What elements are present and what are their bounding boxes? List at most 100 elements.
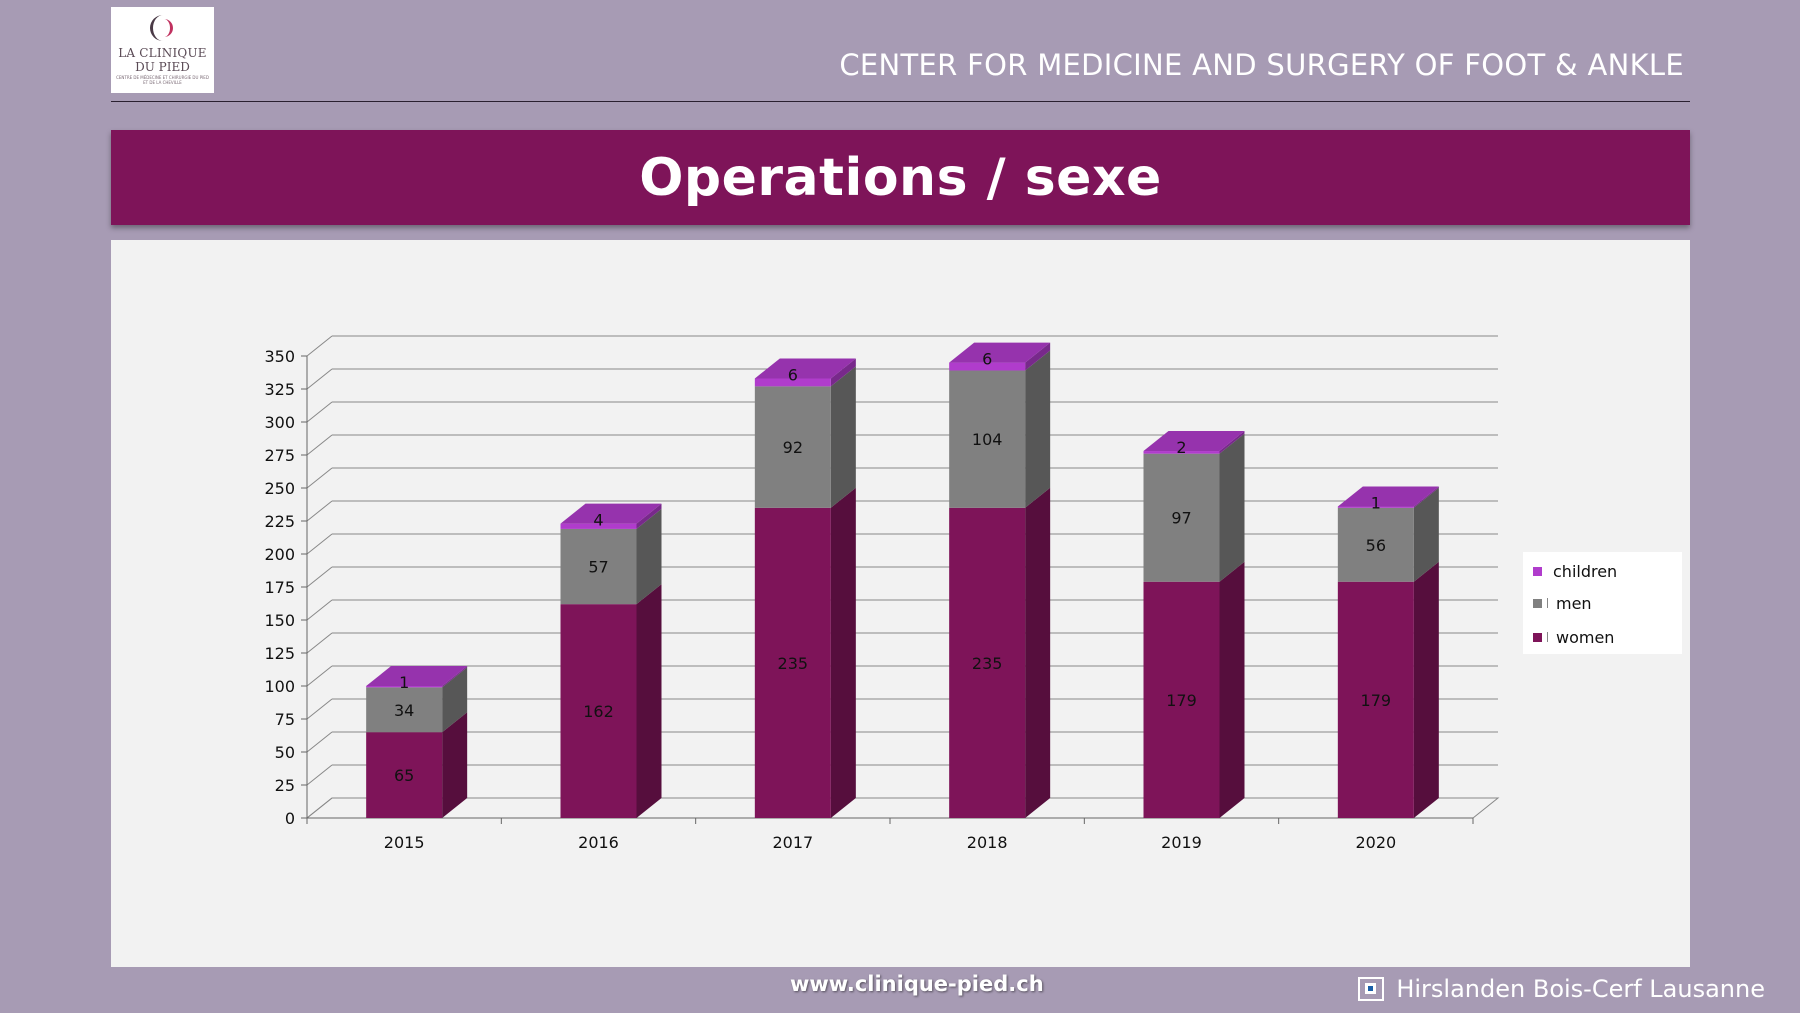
bar-side-women	[636, 584, 662, 818]
bar-top-face	[1337, 486, 1439, 507]
legend-item-men: men	[1533, 592, 1592, 614]
bar-segment-children	[754, 378, 831, 387]
x-tick-label: 2019	[1161, 833, 1202, 852]
legend-swatch-men	[1533, 598, 1542, 608]
logo-text-line1: LA CLINIQUE	[118, 46, 207, 60]
bar-segment-men	[949, 370, 1026, 508]
bar-segment-children	[366, 686, 443, 688]
data-label-women: 235	[778, 654, 809, 673]
bar-side-children	[1413, 486, 1439, 508]
gridline-depth	[306, 599, 333, 621]
bar-top-face	[560, 503, 662, 524]
bar-segment-women	[560, 604, 637, 818]
y-tick-label: 325	[264, 380, 295, 399]
y-tick-label: 250	[264, 479, 295, 498]
bar-side-women	[1219, 561, 1245, 818]
bar-segment-women	[366, 732, 443, 818]
y-tick-label: 75	[275, 710, 295, 729]
data-label-men: 92	[783, 438, 803, 457]
gridline-depth	[306, 566, 333, 588]
y-tick-label: 100	[264, 677, 295, 696]
bar-segment-women	[1143, 581, 1220, 818]
data-label-women: 162	[583, 702, 614, 721]
y-tick-label: 175	[264, 578, 295, 597]
data-label-women: 235	[972, 654, 1003, 673]
gridline-depth	[306, 533, 333, 555]
y-tick-label: 200	[264, 545, 295, 564]
y-tick-label: 225	[264, 512, 295, 531]
data-label-men: 56	[1366, 536, 1386, 555]
gridline-depth	[306, 335, 333, 357]
gridline-depth	[306, 632, 333, 654]
data-label-women: 179	[1361, 691, 1392, 710]
bar-side-men	[1219, 433, 1245, 582]
y-tick-label: 300	[264, 413, 295, 432]
data-label-children: 1	[1371, 493, 1381, 512]
bar-side-children	[636, 503, 662, 529]
bar-segment-women	[1337, 581, 1414, 818]
bar-side-men	[442, 667, 468, 733]
legend-tick	[1547, 632, 1548, 642]
x-tick-label: 2020	[1355, 833, 1396, 852]
bar-segment-women	[949, 507, 1026, 818]
bar-side-women	[1413, 561, 1439, 818]
bar-segment-children	[1143, 451, 1220, 454]
gridline-depth	[306, 731, 333, 753]
bar-top-face	[366, 666, 468, 686]
header-divider	[111, 101, 1690, 102]
logo-text-line2: DU PIED	[135, 60, 190, 74]
y-tick-label: 275	[264, 446, 295, 465]
bar-top-face	[1143, 431, 1245, 452]
y-tick-label: 0	[285, 809, 295, 828]
data-label-men: 57	[588, 558, 608, 577]
bar-side-children	[830, 358, 856, 387]
header-title: CENTER FOR MEDICINE AND SURGERY OF FOOT …	[839, 48, 1684, 82]
bar-segment-children	[560, 523, 637, 529]
clinic-logo: LA CLINIQUE DU PIED CENTRE DE MÉDECINE E…	[111, 7, 214, 93]
legend-label-children: children	[1553, 561, 1618, 581]
bar-segment-men	[754, 386, 831, 508]
gridline-depth	[306, 698, 333, 720]
gridline-depth	[306, 467, 333, 489]
y-tick-label: 150	[264, 611, 295, 630]
bar-side-children	[1025, 342, 1051, 371]
bar-side-women	[1025, 487, 1051, 818]
x-tick-label: 2015	[384, 833, 425, 852]
bar-top-face	[949, 342, 1051, 363]
bar-segment-men	[1143, 453, 1220, 582]
y-tick-label: 50	[275, 743, 295, 762]
bar-segment-men	[366, 687, 443, 733]
bar-side-women	[830, 487, 856, 818]
stacked-bar-chart: 0 25 50 75 100 125 150 175 200 225 250 275 300 325 350…	[264, 335, 1500, 852]
data-label-men: 104	[972, 430, 1003, 449]
bar-side-children	[442, 666, 468, 688]
footer-website-link[interactable]: www.clinique-pied.ch	[790, 972, 1044, 996]
logo-subtitle: CENTRE DE MÉDECINE ET CHIRURGIE DU PIED …	[116, 75, 209, 85]
bar-segment-children	[949, 362, 1026, 371]
legend-swatch-children	[1533, 566, 1542, 576]
chart-legend: children men women	[1523, 552, 1682, 654]
bar-side-children	[1219, 431, 1245, 454]
bar-top-face	[754, 358, 856, 379]
y-tick-label: 25	[275, 776, 295, 795]
legend-swatch-women	[1533, 632, 1542, 642]
logo-mark-icon	[150, 15, 173, 41]
data-label-children: 4	[593, 511, 603, 530]
y-tick-label: 125	[264, 644, 295, 663]
gridline-depth	[306, 797, 333, 819]
data-label-men: 34	[394, 701, 414, 720]
data-label-children: 2	[1176, 438, 1186, 457]
gridline-depth	[306, 368, 333, 390]
data-label-women: 65	[394, 766, 414, 785]
legend-item-women: women	[1533, 626, 1614, 648]
x-tick-label: 2016	[578, 833, 619, 852]
bar-segment-men	[1337, 507, 1414, 582]
x-tick-label: 2018	[967, 833, 1008, 852]
bar-side-men	[636, 508, 662, 605]
y-tick-label: 350	[264, 347, 295, 366]
bar-segment-children	[1337, 506, 1414, 508]
gridline-depth	[306, 500, 333, 522]
gridline-depth	[306, 401, 333, 423]
legend-item-children: children	[1533, 560, 1617, 582]
